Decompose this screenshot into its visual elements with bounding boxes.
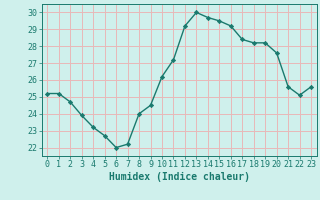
X-axis label: Humidex (Indice chaleur): Humidex (Indice chaleur)	[109, 172, 250, 182]
